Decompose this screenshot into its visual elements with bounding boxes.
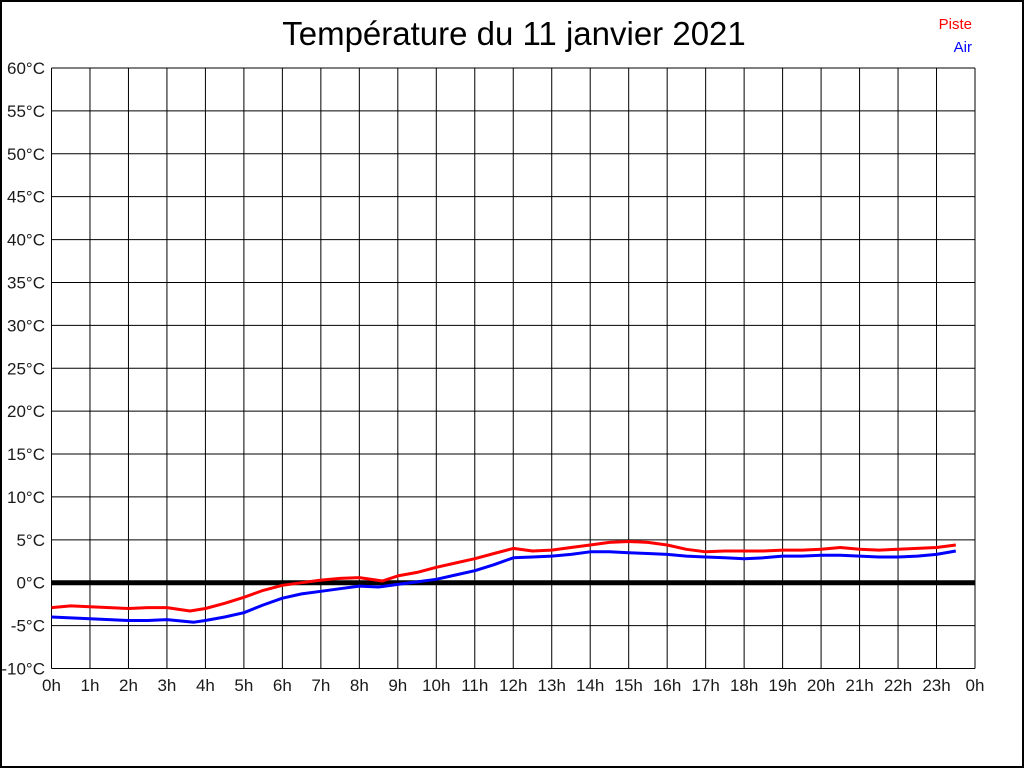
legend-piste-label: Piste [938, 16, 972, 33]
x-tick-label: 1h [81, 676, 100, 695]
y-tick-label: 60°C [7, 59, 45, 78]
x-tick-label: 0h [966, 676, 985, 695]
x-tick-label: 6h [273, 676, 292, 695]
x-tick-label: 13h [538, 676, 566, 695]
x-tick-label: 10h [422, 676, 450, 695]
series-air-line [51, 549, 957, 624]
legend-air-label: Air [953, 39, 972, 56]
series-piste-line [51, 540, 956, 613]
y-tick-label: 50°C [7, 145, 45, 164]
y-tick-label: 10°C [7, 488, 45, 507]
x-tick-label: 11h [461, 676, 488, 695]
y-tick-label: 20°C [7, 402, 45, 421]
y-tick-label: 55°C [7, 102, 45, 121]
y-tick-label: 40°C [7, 231, 45, 250]
x-tick-label: 7h [311, 676, 330, 695]
x-tick-label: 23h [922, 676, 950, 695]
x-tick-label: 3h [157, 676, 176, 695]
x-tick-label: 12h [499, 676, 527, 695]
x-tick-label: 14h [576, 676, 604, 695]
x-tick-label: 17h [691, 676, 719, 695]
x-tick-label: 0h [42, 676, 61, 695]
x-tick-label: 5h [234, 676, 253, 695]
x-tick-label: 15h [615, 676, 643, 695]
x-tick-label: 9h [388, 676, 407, 695]
x-tick-label: 22h [884, 676, 912, 695]
x-tick-label: 21h [845, 676, 873, 695]
y-tick-label: 15°C [7, 445, 45, 464]
x-tick-label: 2h [119, 676, 138, 695]
x-tick-label: 20h [807, 676, 835, 695]
x-tick-label: 18h [730, 676, 758, 695]
y-tick-label: -10°C [2, 660, 45, 679]
x-tick-label: 4h [196, 676, 215, 695]
x-tick-label: 16h [653, 676, 681, 695]
y-tick-label: 30°C [7, 316, 45, 335]
y-tick-label: 5°C [16, 531, 45, 550]
y-tick-label: 35°C [7, 273, 45, 292]
x-tick-label: 8h [350, 676, 369, 695]
y-tick-label: 25°C [7, 359, 45, 378]
y-tick-label: 45°C [7, 188, 45, 207]
chart-title: Température du 11 janvier 2021 [282, 15, 746, 52]
y-tick-label: 0°C [16, 574, 45, 593]
legend: Piste Air [939, 13, 972, 59]
y-tick-label: -5°C [11, 617, 45, 636]
x-tick-label: 19h [768, 676, 796, 695]
